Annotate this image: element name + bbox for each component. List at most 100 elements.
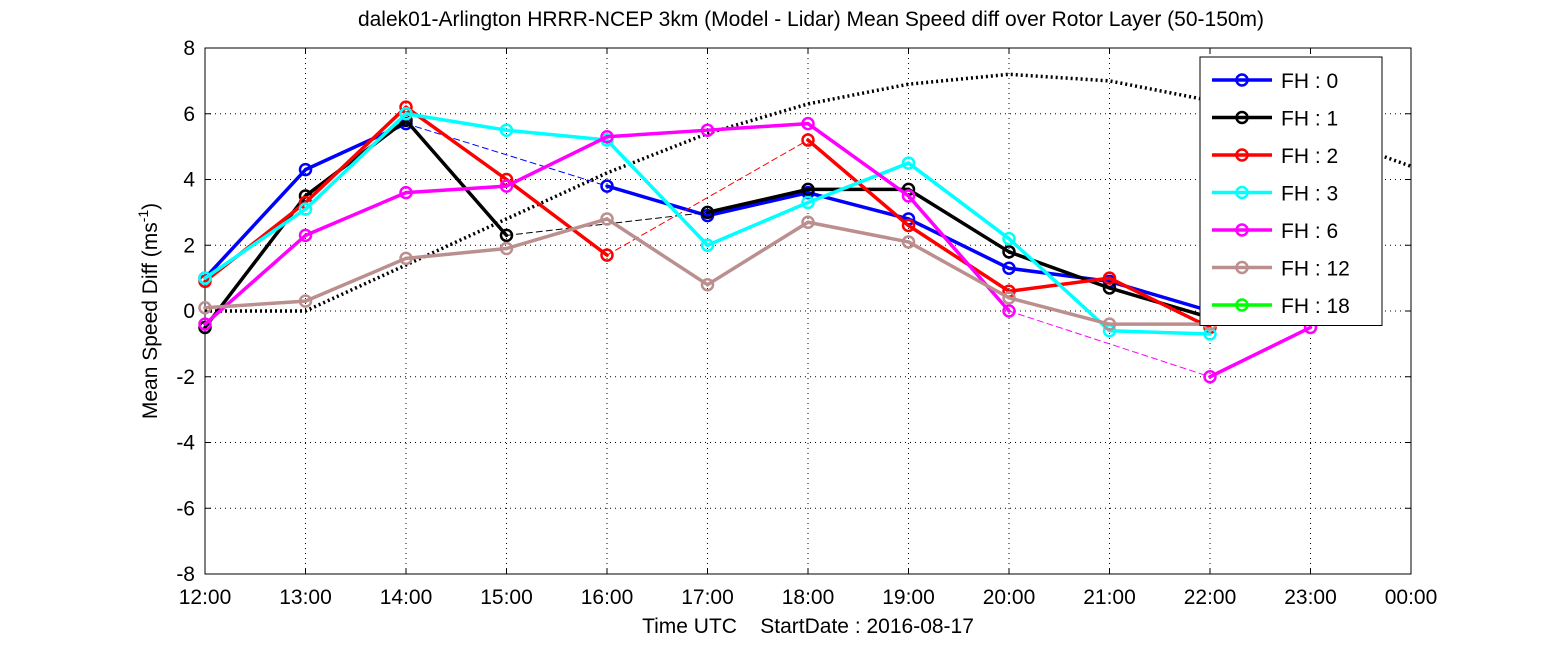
data-point-marker	[298, 202, 313, 216]
series-line-segment	[303, 112, 408, 211]
data-point-marker	[801, 215, 815, 229]
data-point-marker	[600, 248, 614, 262]
series-line-segment	[303, 190, 408, 238]
data-point-marker	[901, 189, 916, 203]
legend-marker-swatch	[1235, 298, 1249, 312]
y-tick-label: 2	[183, 234, 195, 257]
x-tick-label: 13:00	[279, 586, 332, 609]
x-tick-label: 15:00	[480, 586, 533, 609]
series-line-segment	[404, 105, 509, 182]
data-point-marker	[298, 228, 313, 243]
data-point-marker	[901, 156, 916, 170]
data-point-marker	[499, 179, 514, 193]
data-point-marker	[399, 251, 413, 266]
x-tick-label: 16:00	[581, 586, 634, 609]
x-tick-label: 14:00	[380, 586, 433, 609]
legend-label: FH : 3	[1281, 183, 1338, 206]
series-line-segment	[906, 217, 1011, 271]
data-point-marker	[1002, 231, 1016, 246]
legend-label: FH : 0	[1281, 70, 1338, 93]
x-tick-label: 23:00	[1284, 586, 1337, 609]
series-layer	[198, 72, 1412, 384]
series-line-segment	[906, 240, 1011, 300]
legend-label: FH : 6	[1281, 220, 1338, 243]
legend-entry: FH : 18	[1212, 295, 1350, 318]
series-line-segment	[605, 184, 710, 218]
series-line-segment	[303, 256, 408, 303]
data-point-marker	[399, 185, 413, 200]
y-tick-label: 4	[183, 169, 195, 192]
x-tick-label: 22:00	[1184, 586, 1237, 609]
data-point-marker	[298, 162, 313, 177]
x-axis-label: Time UTC StartDate : 2016-08-17	[642, 615, 974, 638]
y-tick-label: 6	[183, 103, 195, 126]
series-line-segment	[203, 207, 308, 280]
data-point-marker	[700, 123, 715, 137]
y-axis-label-main: Mean Speed Diff (ms	[139, 222, 162, 419]
legend-entry: FH : 6	[1212, 220, 1338, 243]
series-4	[198, 116, 1318, 384]
data-point-marker	[198, 271, 212, 285]
series-line-segment	[303, 118, 408, 198]
series-line-segment	[1208, 325, 1313, 379]
y-tick-label: -8	[176, 563, 195, 586]
y-axis-label-superscript: -1	[135, 210, 151, 223]
data-point-marker	[801, 195, 815, 210]
series-5	[198, 212, 1217, 331]
series-line-segment	[404, 246, 509, 261]
series-line-segment	[806, 220, 911, 244]
data-point-marker	[1002, 304, 1016, 318]
data-point-marker	[600, 130, 614, 144]
data-point-marker	[198, 300, 212, 315]
legend-label: FH : 1	[1281, 108, 1338, 131]
data-point-marker	[700, 238, 715, 252]
series-line-segment	[605, 138, 710, 247]
y-tick-label: -4	[176, 432, 195, 455]
series-line-segment	[906, 223, 1011, 294]
data-point-marker	[1203, 370, 1217, 384]
series-line-segment	[203, 299, 308, 310]
series-line-segment	[504, 177, 609, 257]
data-point-marker	[600, 212, 614, 226]
x-tick-label: 18:00	[782, 586, 835, 609]
legend-label: FH : 18	[1281, 295, 1350, 318]
x-tick-label: 20:00	[983, 586, 1036, 609]
legend-label: FH : 2	[1281, 145, 1338, 168]
x-tick-label: 12:00	[179, 586, 232, 609]
legend-marker-swatch	[1235, 260, 1249, 275]
series-line-segment	[203, 167, 308, 280]
y-axis-label-close: )	[139, 203, 162, 210]
data-point-marker	[700, 205, 715, 220]
data-point-marker	[499, 123, 514, 137]
series-line-segment	[605, 128, 710, 139]
series-gap-dashed-segment	[606, 139, 809, 256]
legend-marker-swatch	[1235, 110, 1249, 125]
data-point-marker	[399, 107, 413, 121]
series-line-segment	[504, 128, 609, 142]
y-axis-label: Mean Speed Diff (ms-1)	[135, 203, 162, 419]
data-point-marker	[801, 133, 815, 147]
data-point-marker	[499, 241, 514, 256]
legend-entry: FH : 0	[1212, 70, 1338, 93]
series-line-segment	[1007, 236, 1112, 333]
x-tick-label: 21:00	[1083, 586, 1136, 609]
data-point-marker	[298, 294, 313, 308]
data-point-marker	[198, 317, 212, 331]
series-line-segment	[1107, 276, 1212, 330]
series-gap-dashed-segment	[405, 123, 608, 187]
data-point-marker	[600, 179, 614, 193]
chart-title: dalek01-Arlington HRRR-NCEP 3km (Model -…	[358, 8, 1264, 31]
series-line-segment	[404, 118, 509, 238]
legend-marker-swatch	[1235, 73, 1249, 87]
series-line-segment	[504, 135, 609, 188]
y-tick-label: -6	[176, 497, 195, 520]
series-line-segment	[705, 187, 810, 215]
legend-entry: FH : 1	[1212, 108, 1338, 131]
legend-marker-swatch	[1235, 223, 1249, 237]
series-line-segment	[705, 121, 810, 132]
data-point-marker	[801, 182, 815, 197]
y-tick-label: 0	[183, 300, 195, 323]
series-line-segment	[1007, 296, 1112, 326]
data-point-marker	[1002, 261, 1016, 276]
series-line-segment	[303, 105, 408, 205]
